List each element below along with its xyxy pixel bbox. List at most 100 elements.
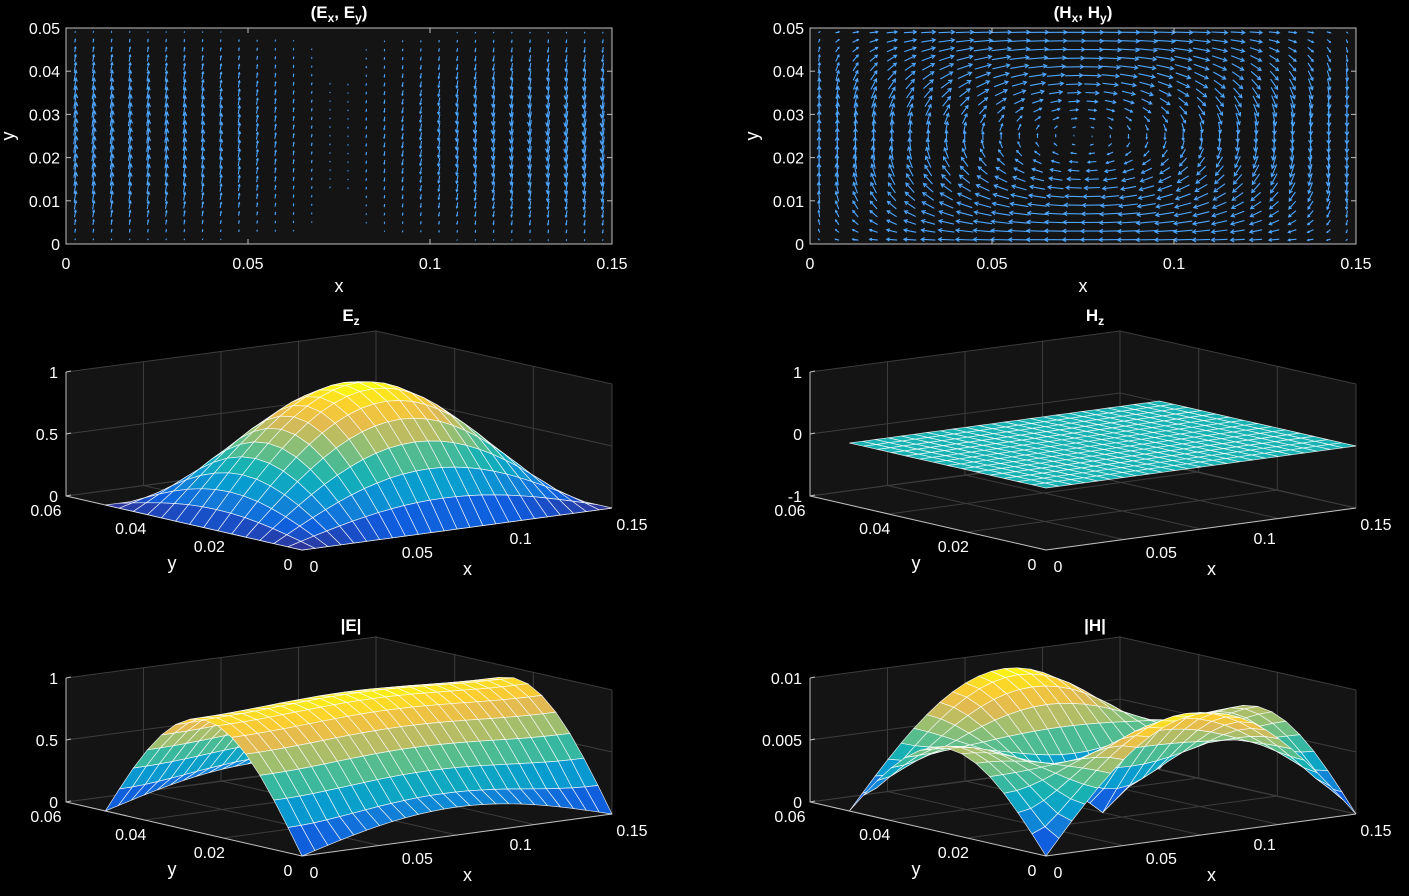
y-tick-label: 0.06: [30, 503, 61, 520]
quiver-arrow: [955, 218, 974, 225]
quiver-arrow: [1139, 176, 1154, 183]
quiver-arrow: [91, 69, 96, 81]
quiver-arrow: [870, 163, 877, 178]
quiver-arrow: [1107, 116, 1115, 121]
quiver-arrow: [454, 139, 459, 151]
quiver-arrow: [1086, 160, 1097, 164]
y-tick-label: 0.04: [115, 521, 146, 538]
quiver-arrow: [237, 63, 241, 70]
quiver-arrow: [1008, 219, 1030, 225]
quiver-arrow: [454, 105, 459, 116]
quiver-arrow: [1289, 78, 1296, 91]
quiver-arrow: [1196, 165, 1206, 176]
panel-hmag: 0 0.005 0.01 0 0.05 0.1 0.15 0 0.02 0.04 0.06 x y |H|: [762, 616, 1392, 885]
quiver-arrow: [74, 228, 77, 233]
quiver-arrow: [600, 191, 605, 203]
quiver-arrow: [437, 184, 441, 193]
quiver-arrow: [365, 186, 368, 190]
quiver-arrow: [219, 71, 223, 79]
quiver-arrow: [383, 65, 386, 70]
quiver-arrow: [991, 46, 1012, 52]
quiver-arrow: [834, 228, 840, 233]
quiver-arrow: [92, 53, 96, 62]
x-tick-label: 0.1: [510, 531, 532, 548]
quiver-arrow: [383, 195, 386, 199]
quiver-arrow: [599, 102, 605, 119]
quiver-arrow: [383, 168, 386, 174]
quiver-arrow: [1214, 87, 1225, 98]
quiver-arrow: [1157, 81, 1173, 88]
quiver-arrow: [903, 29, 918, 35]
quiver-arrow: [438, 40, 440, 43]
quiver-arrow: [274, 64, 277, 69]
y-tick-label: 0.06: [774, 503, 805, 520]
quiver-arrow: [436, 122, 441, 133]
quiver-arrow: [383, 142, 386, 148]
quiver-arrow: [582, 210, 586, 219]
quiver-arrow: [365, 108, 368, 113]
quiver-arrow: [905, 78, 916, 90]
quiver-arrow: [110, 199, 114, 210]
y-tick-label: 0.04: [773, 64, 804, 81]
quiver-arrow: [491, 71, 496, 81]
quiver-arrow: [944, 120, 950, 133]
quiver-arrow: [853, 93, 859, 109]
quiver-arrow: [146, 209, 150, 217]
quiver-arrow: [274, 140, 277, 148]
quiver-arrow: [383, 99, 386, 105]
quiver-arrow: [1306, 219, 1314, 226]
quiver-arrow: [1108, 125, 1113, 130]
quiver-arrow: [1180, 148, 1186, 159]
quiver-arrow: [601, 47, 604, 54]
quiver-arrow: [436, 131, 441, 142]
quiver-arrow: [238, 229, 240, 232]
quiver-arrow: [201, 38, 204, 43]
quiver-arrow: [545, 119, 551, 137]
quiver-arrow: [1210, 220, 1228, 226]
y-tick-label: 0.02: [938, 539, 969, 556]
quiver-arrow: [219, 46, 222, 52]
quiver-arrow: [995, 97, 1007, 105]
quiver-arrow: [455, 96, 459, 108]
quiver-arrow: [365, 151, 368, 156]
quiver-arrow: [1289, 94, 1296, 109]
quiver-arrow: [1288, 62, 1297, 72]
quiver-arrow: [564, 70, 569, 82]
quiver-arrow: [165, 228, 168, 233]
quiver-arrow: [978, 157, 987, 167]
quiver-arrow: [1326, 62, 1332, 73]
quiver-arrow: [1158, 89, 1172, 97]
quiver-arrow: [980, 139, 985, 149]
z-tick: [65, 370, 72, 373]
quiver-arrow: [1015, 149, 1023, 157]
quiver-arrow: [1230, 201, 1244, 210]
quiver-arrow: [1250, 182, 1261, 194]
quiver-arrow: [510, 220, 513, 226]
quiver-arrow: [1199, 122, 1204, 134]
quiver-arrow: [1288, 70, 1297, 81]
quiver-arrow: [509, 95, 514, 109]
quiver-arrow: [455, 174, 459, 185]
quiver-arrow: [1088, 152, 1095, 155]
quiver-arrow: [1267, 229, 1280, 234]
quiver-arrow: [128, 228, 131, 233]
quiver-arrow: [599, 110, 605, 128]
quiver-arrow: [1232, 79, 1244, 90]
quiver-arrow: [817, 238, 821, 241]
quiver-arrow: [292, 64, 295, 69]
quiver-arrow: [73, 209, 77, 218]
quiver-arrow: [292, 211, 295, 215]
quiver-arrow: [973, 210, 992, 217]
quiver-arrow: [1307, 31, 1315, 34]
quiver-arrow: [563, 110, 569, 128]
quiver-arrow: [545, 154, 551, 171]
quiver-arrow: [473, 192, 477, 202]
quiver-arrow: [818, 31, 821, 34]
quiver-arrow: [904, 70, 916, 81]
quiver-arrow: [383, 203, 386, 208]
quiver-arrow: [1268, 46, 1280, 53]
quiver-arrow: [92, 228, 95, 233]
quiver-arrow: [219, 173, 223, 184]
quiver-arrow: [455, 64, 459, 71]
axes-box: [65, 27, 613, 245]
